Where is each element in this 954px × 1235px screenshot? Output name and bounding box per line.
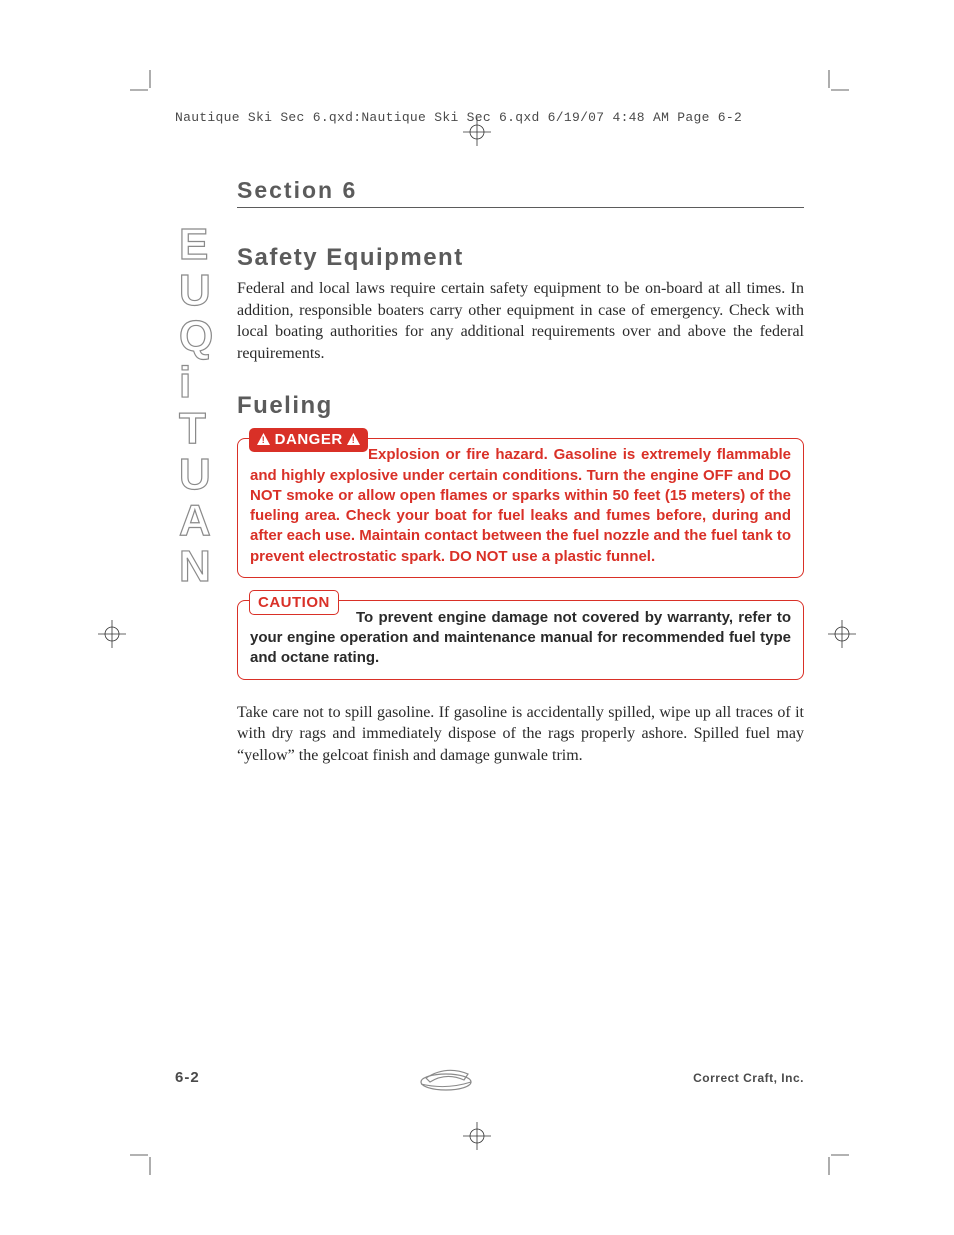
- warning-icon: !: [347, 432, 360, 449]
- registration-mark-icon: [828, 620, 856, 648]
- caution-label: CAUTION: [249, 590, 339, 615]
- caution-text-content: To prevent engine damage not covered by …: [250, 609, 791, 667]
- svg-text:T: T: [179, 404, 206, 453]
- svg-text:!: !: [262, 436, 266, 446]
- page-container: Nautique Ski Sec 6.qxd:Nautique Ski Sec …: [0, 0, 954, 1235]
- footer-logo-icon: [406, 1060, 486, 1095]
- warning-icon: !: [257, 432, 270, 449]
- svg-text:Q: Q: [179, 312, 213, 361]
- caution-callout: CAUTION To prevent engine damage not cov…: [237, 600, 804, 680]
- paragraph-safety: Federal and local laws require certain s…: [237, 278, 804, 364]
- svg-text:!: !: [352, 436, 356, 446]
- content-column: Safety Equipment Federal and local laws …: [237, 244, 804, 766]
- crop-mark-icon: [819, 70, 849, 105]
- section-title: Section 6: [237, 177, 804, 208]
- registration-mark-icon: [98, 620, 126, 648]
- danger-label: ! DANGER !: [249, 428, 368, 452]
- crop-mark-icon: [130, 70, 160, 105]
- side-brand-logo: .lt{font-family:Arial Black,Arial,sans-s…: [175, 217, 223, 617]
- registration-mark-icon: [463, 1122, 491, 1150]
- svg-text:i: i: [179, 358, 191, 407]
- heading-safety-equipment: Safety Equipment: [237, 244, 804, 272]
- crop-mark-icon: [130, 1145, 160, 1180]
- svg-text:U: U: [179, 450, 211, 499]
- paragraph-spill: Take care not to spill gasoline. If gaso…: [237, 702, 804, 767]
- danger-label-text: DANGER: [275, 431, 343, 448]
- caution-text: To prevent engine damage not covered by …: [250, 608, 791, 669]
- danger-callout: ! DANGER ! Explosion or fire hazard. Gas…: [237, 438, 804, 578]
- svg-text:U: U: [179, 266, 211, 315]
- crop-mark-icon: [819, 1145, 849, 1180]
- danger-text: Explosion or fire hazard. Gasoline is ex…: [250, 445, 791, 567]
- svg-text:N: N: [179, 542, 211, 591]
- page-footer: 6-2 Correct Craft, Inc.: [175, 1060, 804, 1095]
- danger-text-content: Explosion or fire hazard. Gasoline is ex…: [250, 446, 791, 564]
- svg-text:E: E: [179, 220, 208, 269]
- page-number: 6-2: [175, 1069, 200, 1086]
- footer-brand-text: Correct Craft, Inc.: [693, 1071, 804, 1085]
- svg-text:A: A: [179, 496, 211, 545]
- heading-fueling: Fueling: [237, 392, 804, 420]
- registration-mark-icon: [463, 118, 491, 146]
